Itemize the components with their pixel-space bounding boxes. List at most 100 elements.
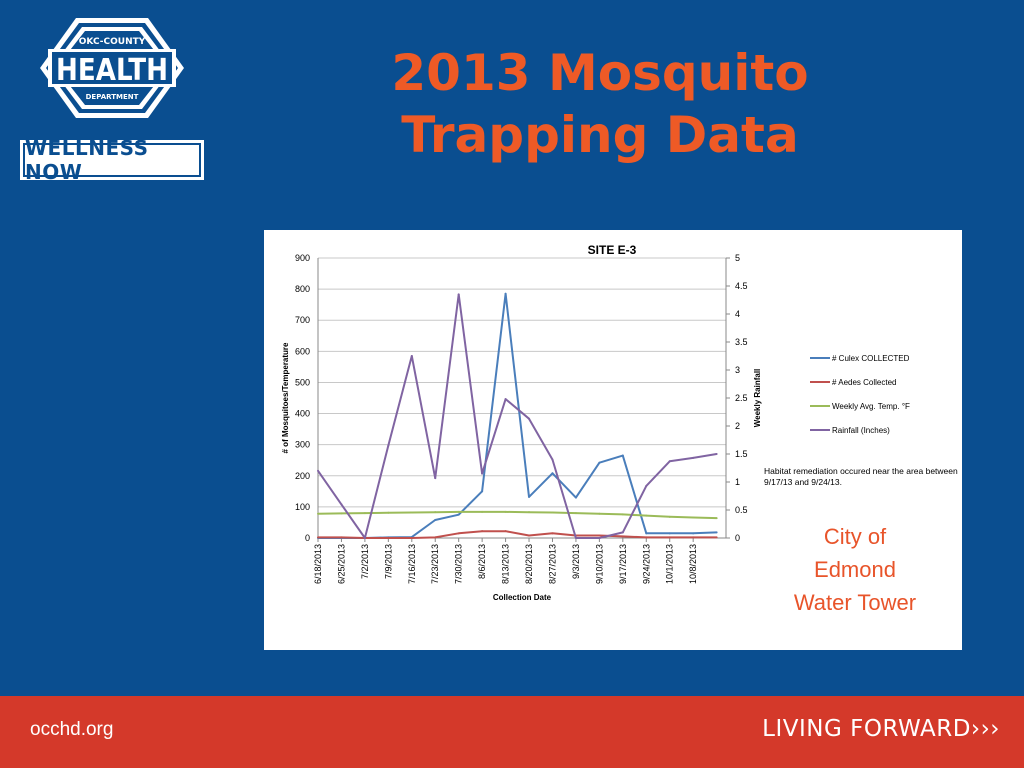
series-line-2 [317,510,717,520]
y-tick-label: 500 [295,377,310,387]
wellness-now-text: WELLNESS NOW [23,136,201,184]
data-point [715,531,718,534]
data-point [457,532,460,535]
x-tick-label: 9/10/2013 [594,544,604,584]
data-point [692,536,695,539]
data-point [528,534,531,537]
data-point [410,537,413,539]
y-tick-label: 200 [295,471,310,481]
y-axis-label: # of Mosquitoes/Temperature [281,342,290,454]
y-tick-label: 800 [295,284,310,294]
data-point [481,510,484,513]
x-tick-label: 10/8/2013 [688,544,698,584]
y2-tick-label: 3.5 [735,337,748,347]
data-point [434,536,437,539]
data-point [434,511,437,514]
x-tick-label: 9/3/2013 [571,544,581,579]
data-point [504,530,507,533]
data-point [715,517,718,520]
data-point [574,496,577,499]
data-point [317,469,319,472]
svg-text:▸▸▸: ▸▸▸ [107,104,116,111]
x-tick-label: 7/30/2013 [454,544,464,584]
data-point [598,461,601,464]
data-point [645,532,648,535]
data-point [692,532,695,535]
data-point [621,454,624,457]
x-tick-label: 7/16/2013 [407,544,417,584]
data-point [387,511,390,514]
data-point [715,453,718,455]
data-point [668,532,671,535]
y2-tick-label: 0.5 [735,505,748,515]
data-point [317,536,319,539]
tagline-arrows-icon: ››› [970,716,1000,742]
series-line-1 [318,530,717,539]
health-department-logo: OKC-COUNTY HEALTH DEPARTMENT ▸▸▸ [40,18,184,118]
y2-tick-label: 3 [735,365,740,375]
data-point [434,518,437,521]
data-point [504,398,507,401]
y2-tick-label: 4 [735,309,740,319]
site-location-label: City of Edmond Water Tower [770,520,940,619]
data-point [340,536,343,539]
y2-tick-label: 1 [735,477,740,487]
data-point [387,444,390,447]
slide-title: 2013 Mosquito Trapping Data [300,42,900,166]
x-tick-label: 7/9/2013 [383,544,393,579]
data-point [528,511,531,514]
city-line-1: City of [823,524,887,549]
logo-bottom-text: DEPARTMENT [86,93,139,101]
data-point [528,495,531,498]
data-point [481,472,484,475]
data-point [363,512,366,515]
data-point [645,484,648,487]
data-point [481,490,484,493]
data-point [363,537,366,539]
data-point [317,512,319,515]
logo-main-text: HEALTH [56,53,168,88]
x-tick-label: 7/2/2013 [360,544,370,579]
city-line-2: Edmond [814,557,896,582]
y-tick-label: 600 [295,346,310,356]
data-point [645,514,648,517]
data-point [551,472,554,475]
data-point [457,293,460,296]
x-tick-label: 9/17/2013 [618,544,628,584]
city-line-3: Water Tower [793,590,917,615]
data-point [387,537,390,539]
data-point [574,537,577,539]
data-point [715,536,718,539]
x-tick-label: 9/24/2013 [641,544,651,584]
x-tick-label: 8/13/2013 [501,544,511,584]
data-point [598,537,601,539]
data-point [668,536,671,539]
data-point [340,503,343,506]
footer-tagline: LIVING FORWARD››› [762,716,1000,742]
data-point [410,511,413,514]
x-axis-label: Collection Date [493,593,552,602]
annotation-line: Habitat remediation occured near the are… [764,466,958,476]
data-point [621,535,624,538]
data-point [645,536,648,539]
series-line-0 [318,292,717,539]
legend-label-2: Weekly Avg. Temp. °F [832,402,910,411]
data-point [410,355,413,357]
tagline-text: LIVING FORWARD [762,716,971,742]
chart-panel: 0 100 200 300 400 500 600 700 800 900 0 0.5 1 1.5 2 2.5… [264,230,962,650]
x-tick-label: 6/18/2013 [313,544,323,584]
y2-tick-label: 1.5 [735,449,748,459]
data-point [504,292,507,295]
y-tick-label: 700 [295,315,310,325]
data-point [621,513,624,516]
footer-url[interactable]: occhd.org [30,719,114,740]
data-point [598,512,601,515]
data-point [668,460,671,463]
wellness-now-logo: WELLNESS NOW [20,136,204,184]
data-point [528,417,531,420]
data-point [551,511,554,514]
series-line-3 [317,293,717,539]
data-point [692,456,695,459]
y2-tick-label: 4.5 [735,281,748,291]
title-line-1: 2013 Mosquito [391,44,809,102]
